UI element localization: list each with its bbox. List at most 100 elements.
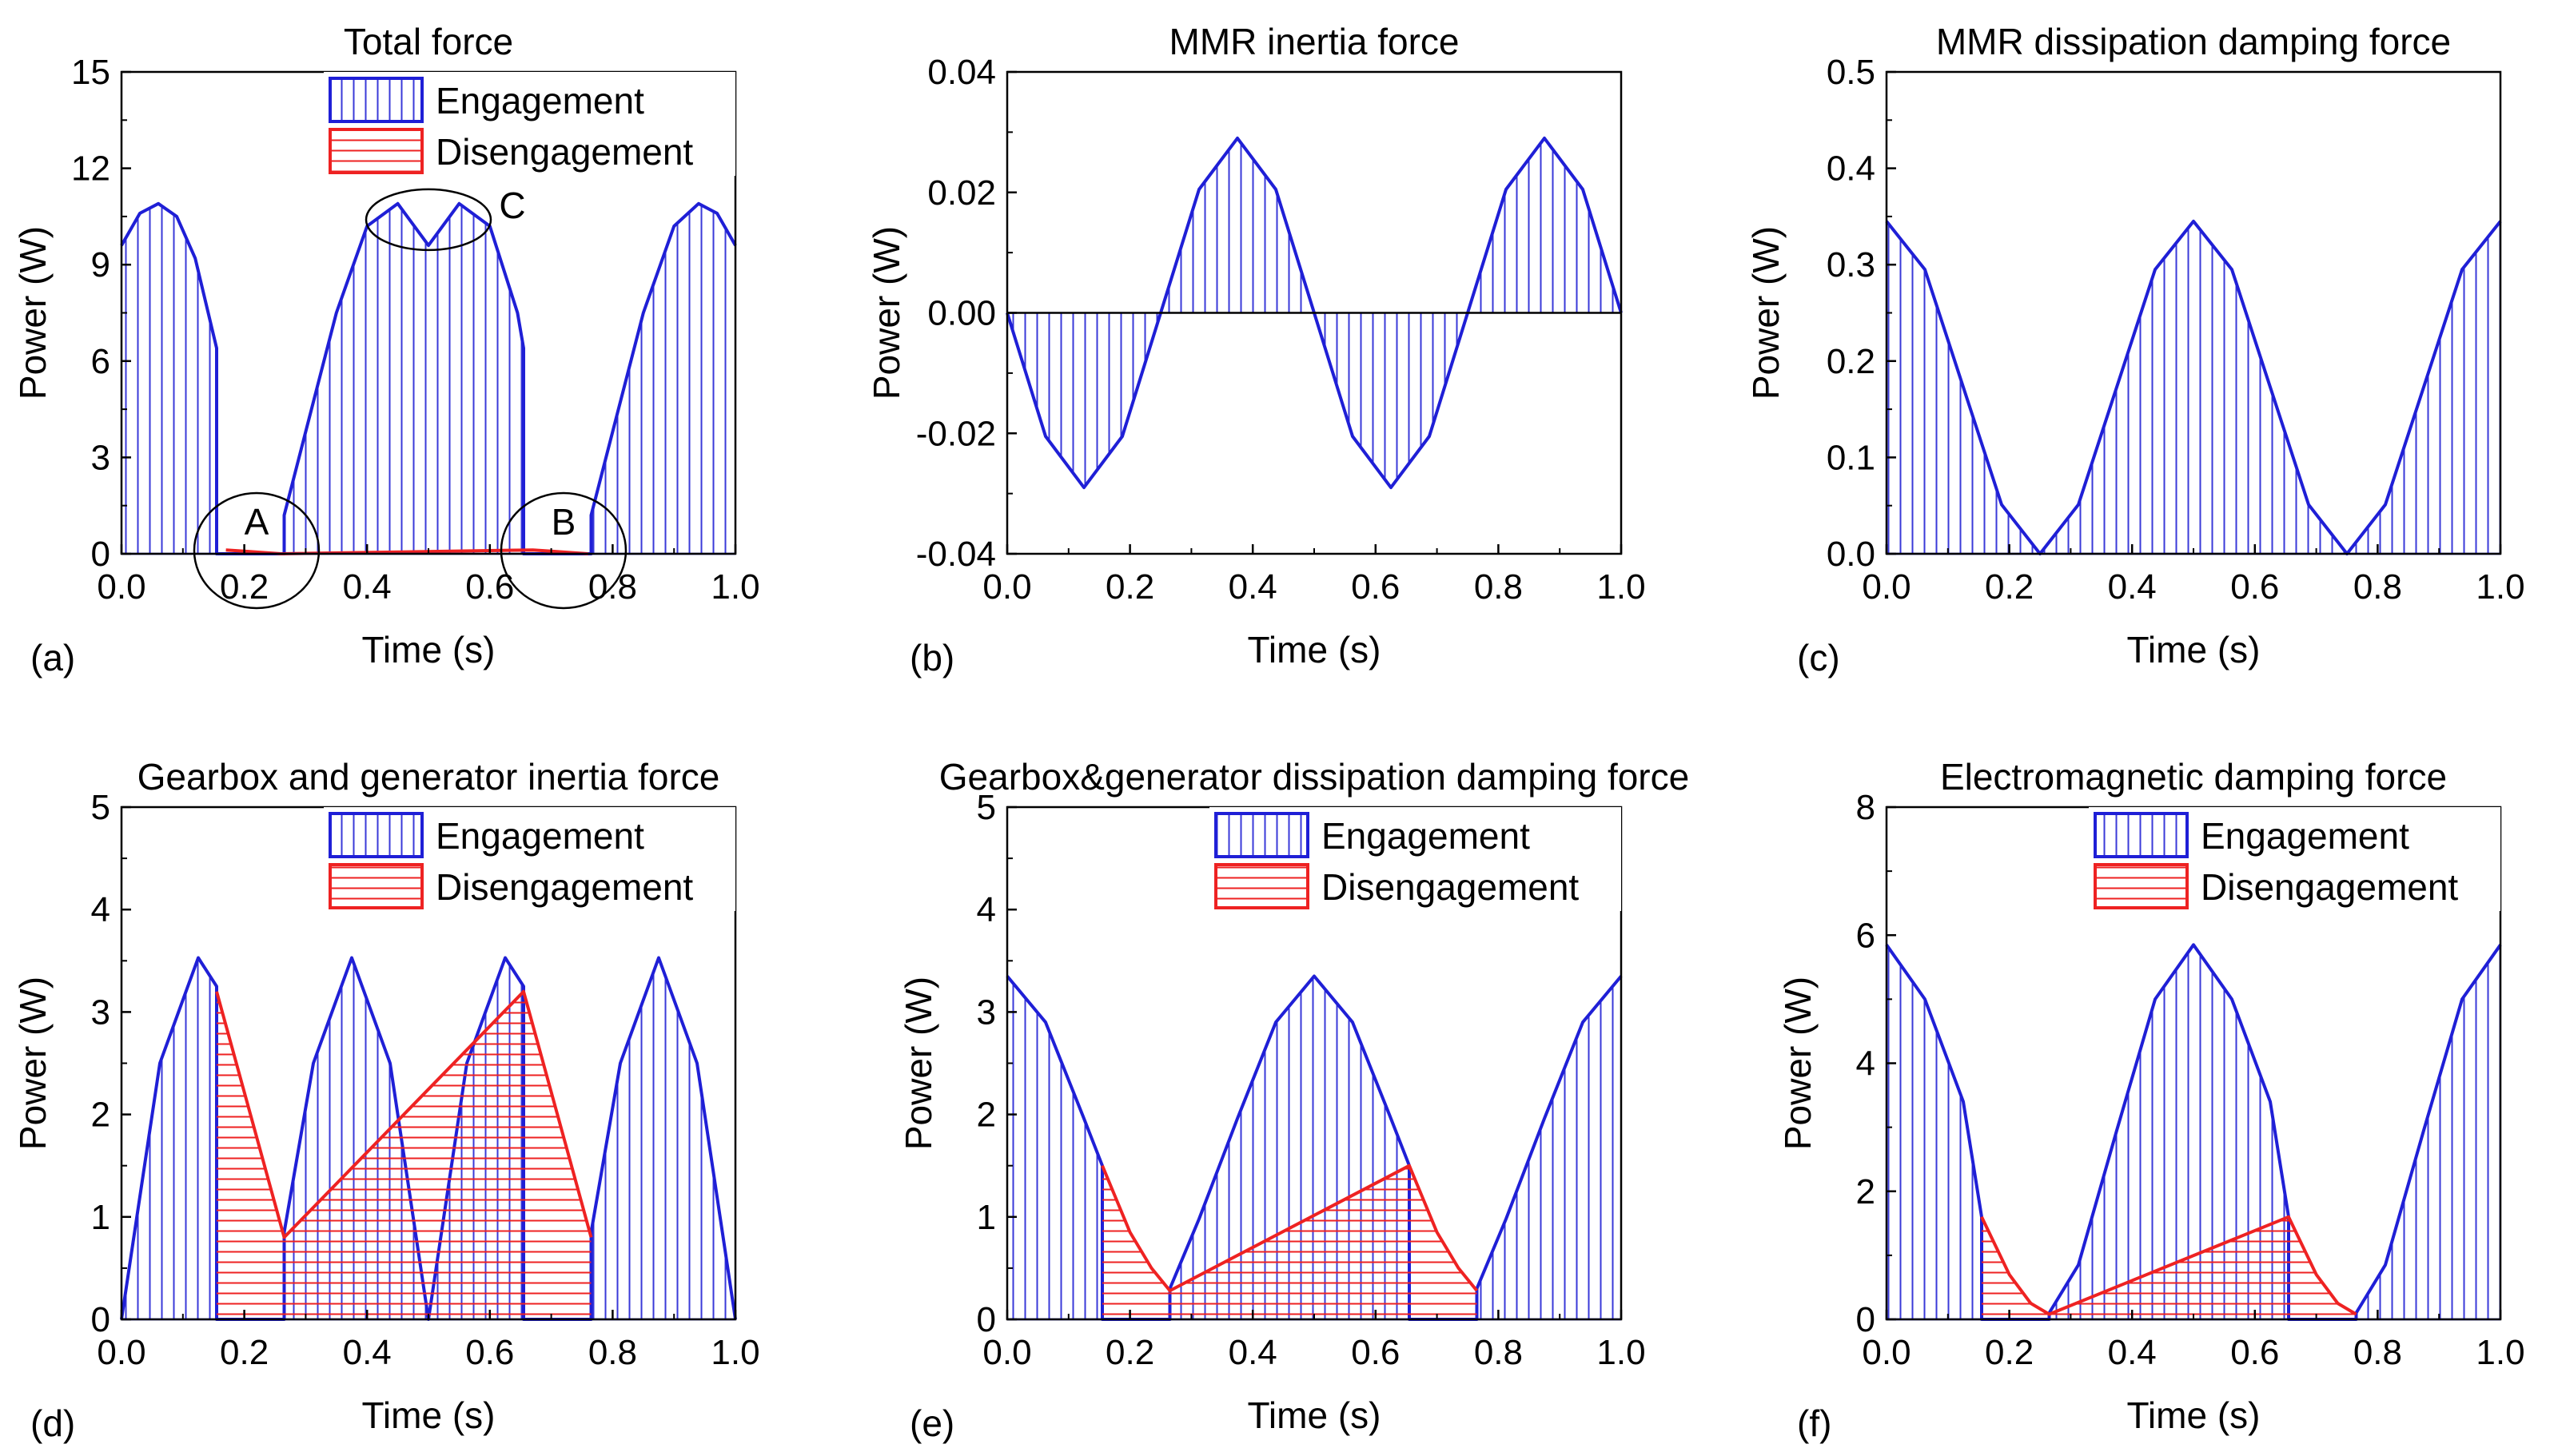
panel-letter: (f) <box>1797 1402 1831 1444</box>
x-tick-label: 0.0 <box>97 1333 145 1372</box>
panel-c: 0.0 0.2 0.4 0.6 0.8 1.0 0.0 0.1 0.2 0.3 0.4 0.5 MMR … <box>1745 21 2525 678</box>
y-tick-label: 0.5 <box>1827 53 1875 92</box>
chart-title: MMR inertia force <box>1169 21 1460 62</box>
y-tick-label: 8 <box>1856 788 1875 827</box>
chart-title: Electromagnetic damping force <box>1940 756 2447 798</box>
annotation-A-circle <box>193 491 321 610</box>
panel-f: 0.0 0.2 0.4 0.6 0.8 1.0 0 2 4 6 8 Electromagnetic d… <box>1777 756 2525 1444</box>
y-tick-label: 0 <box>91 1300 110 1339</box>
y-tick-label: 0.3 <box>1827 245 1875 284</box>
y-tick-label: 12 <box>71 149 110 189</box>
x-tick-label: 0.6 <box>1351 567 1400 607</box>
x-tick-label: 1.0 <box>711 567 759 607</box>
legend-disengagement-label: Disengagement <box>1321 866 1579 908</box>
disengagement-fill <box>1102 1165 1477 1319</box>
panel-letter: (e) <box>910 1402 954 1444</box>
panel-letter: (b) <box>910 637 954 678</box>
chart-title: MMR dissipation damping force <box>1936 21 2451 62</box>
x-tick-label: 0.8 <box>588 1333 637 1372</box>
x-tick-label: 0.8 <box>2353 567 2402 607</box>
x-tick-label: 0.8 <box>2353 1333 2402 1372</box>
x-tick-label: 0.4 <box>2108 1333 2157 1372</box>
y-axis-label: Power (W) <box>12 977 54 1150</box>
y-tick-label: 4 <box>977 890 996 929</box>
engagement-fill <box>122 203 735 555</box>
x-tick-label: 0.4 <box>1229 567 1277 607</box>
x-tick-label: 0.4 <box>343 567 392 607</box>
legend-engagement-label: Engagement <box>436 815 644 857</box>
x-tick-label: 0.0 <box>97 567 145 607</box>
disengagement-line <box>215 989 593 1239</box>
x-tick-label: 0.0 <box>1862 567 1911 607</box>
x-tick-label: 0.6 <box>465 1333 514 1372</box>
y-tick-label: 0.1 <box>1827 438 1875 477</box>
annotation-B: B <box>552 501 576 543</box>
x-tick-label: 0.4 <box>2108 567 2157 607</box>
disengagement-line <box>1101 1164 1479 1293</box>
legend: Engagement Disengagement <box>2089 807 2500 911</box>
x-tick-label: 0.2 <box>1985 567 2034 607</box>
x-axis-label: Time (s) <box>1248 1394 1381 1436</box>
y-tick-label: 0.4 <box>1827 149 1875 189</box>
y-tick-label: 2 <box>1856 1172 1875 1211</box>
disengagement-fill <box>217 991 592 1319</box>
legend: Engagement Disengagement <box>324 72 735 176</box>
engagement-fill <box>122 957 735 1319</box>
y-tick-label: 3 <box>977 993 996 1032</box>
x-axis-label: Time (s) <box>362 1394 496 1436</box>
legend-disengagement-swatch <box>329 128 424 174</box>
disengagement-line <box>1980 1215 2357 1316</box>
panel-d: 0.0 0.2 0.4 0.6 0.8 1.0 0 1 2 3 4 5 Gearbox and gene… <box>12 756 760 1444</box>
legend-disengagement-swatch <box>329 863 424 909</box>
x-axis-label: Time (s) <box>362 629 496 670</box>
legend-disengagement-swatch <box>1214 863 1309 909</box>
x-tick-label: 0.2 <box>1106 567 1154 607</box>
legend-disengagement-swatch <box>2094 863 2189 909</box>
y-axis-label: Power (W) <box>1777 977 1819 1150</box>
y-tick-label: 0 <box>91 535 110 574</box>
x-axis-label: Time (s) <box>2127 1394 2261 1436</box>
x-tick-label: 0.4 <box>1229 1333 1277 1372</box>
x-tick-label: 1.0 <box>1596 567 1645 607</box>
engagement-line <box>120 201 737 555</box>
x-tick-label: 0.0 <box>982 1333 1031 1372</box>
y-axis-label: Power (W) <box>898 977 939 1150</box>
y-tick-label: 0 <box>977 1300 996 1339</box>
x-tick-label: 1.0 <box>2476 567 2524 607</box>
y-tick-label: 5 <box>977 788 996 827</box>
y-axis-label: Power (W) <box>1745 226 1787 400</box>
x-tick-label: 0.8 <box>1474 567 1523 607</box>
panel-letter: (a) <box>30 637 75 678</box>
panel-e: 0.0 0.2 0.4 0.6 0.8 1.0 0 1 2 3 4 5Gearbox&generato… <box>898 756 1689 1444</box>
annotation-C-ellipse <box>365 188 492 252</box>
y-tick-label: -0.04 <box>916 535 996 574</box>
legend-disengagement-label: Disengagement <box>436 866 693 908</box>
legend-engagement-swatch <box>329 812 424 858</box>
x-tick-label: 0.4 <box>343 1333 392 1372</box>
x-tick-label: 0.8 <box>1474 1333 1523 1372</box>
x-tick-label: 0.2 <box>220 1333 269 1372</box>
x-tick-label: 0.6 <box>2230 1333 2279 1372</box>
y-tick-label: 6 <box>1856 916 1875 955</box>
y-tick-label: 15 <box>71 53 110 92</box>
y-tick-label: 5 <box>91 788 110 827</box>
y-tick-label: 3 <box>91 438 110 477</box>
legend: Engagement Disengagement <box>1209 807 1621 911</box>
y-tick-label: 0.02 <box>927 173 996 213</box>
chart-title: Total force <box>344 21 513 62</box>
y-tick-label: 4 <box>1856 1044 1875 1084</box>
y-tick-label: 2 <box>977 1096 996 1135</box>
engagement-line <box>1885 219 2502 555</box>
x-tick-label: 1.0 <box>1596 1333 1645 1372</box>
x-axis-label: Time (s) <box>2127 629 2261 670</box>
panel-b: 0.0 0.2 0.4 0.6 0.8 1.0 -0.04 -0.02 0.00 0.02 0.04… <box>866 21 1646 678</box>
chart-title: Gearbox and generator inertia force <box>137 756 720 798</box>
x-axis-label: Time (s) <box>1248 629 1381 670</box>
disengagement-line <box>225 548 588 555</box>
x-tick-label: 1.0 <box>2476 1333 2524 1372</box>
legend: Engagement Disengagement <box>324 807 735 911</box>
x-tick-label: 1.0 <box>711 1333 759 1372</box>
y-tick-label: 0.00 <box>927 294 996 333</box>
engagement-fill <box>1007 976 1621 1319</box>
legend-disengagement-label: Disengagement <box>436 131 693 173</box>
